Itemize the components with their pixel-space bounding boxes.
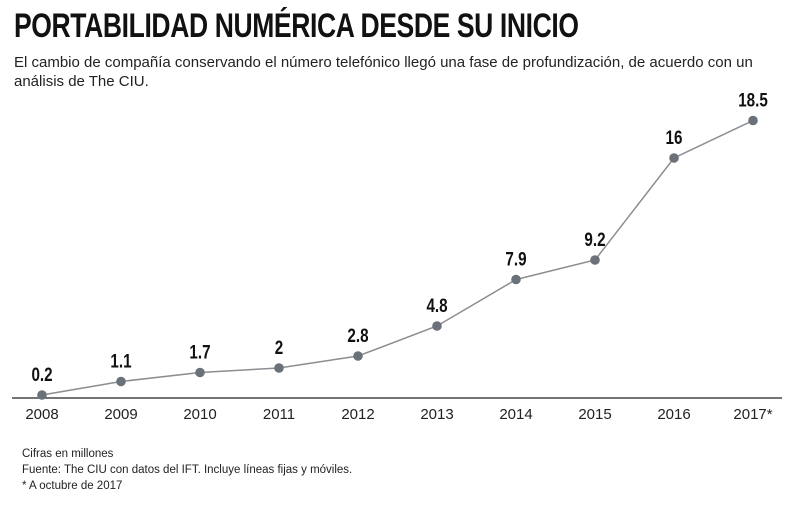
x-tick-2012: 2012 [341, 406, 374, 423]
data-label-2009: 1.1 [110, 350, 131, 372]
units-note: Cifras en millones [22, 448, 114, 460]
data-point-2009 [116, 376, 126, 387]
data-point-2014 [511, 274, 521, 285]
x-tick-2014: 2014 [499, 406, 532, 423]
x-tick-2015: 2015 [578, 406, 611, 423]
x-tick-2011: 2011 [263, 406, 295, 423]
x-tick-2009: 2009 [104, 406, 137, 423]
series-line [41, 119, 754, 396]
data-point-2017 [748, 115, 758, 126]
data-label-2013: 4.8 [426, 294, 447, 316]
data-label-2010: 1.7 [189, 341, 210, 363]
data-label-2011: 2 [275, 336, 283, 358]
chart-subtitle: El cambio de compañía conservando el núm… [14, 54, 753, 90]
data-point-2016 [669, 153, 679, 163]
x-tick-2013: 2013 [420, 406, 453, 423]
chart-title: PORTABILIDAD NUMÉRICA DESDE SU INICIO [14, 7, 579, 45]
data-labels: 0.2 1.1 1.7 2 2.8 4.8 7.9 9.2 16 18.5 [31, 89, 768, 386]
data-point-2011 [274, 363, 284, 373]
data-label-2015: 9.2 [584, 228, 605, 250]
data-point-2013 [432, 321, 442, 331]
data-point-2008 [37, 390, 47, 400]
data-point-2015 [590, 255, 600, 265]
data-point-2012 [353, 351, 363, 361]
x-tick-2016: 2016 [657, 406, 690, 423]
source-note: Fuente: The CIU con datos del IFT. Inclu… [22, 464, 353, 476]
data-label-2017: 18.5 [738, 89, 768, 111]
x-tick-labels: 2008 2009 2010 2011 2012 2013 2014 2015 2016 2017… [25, 406, 772, 423]
data-label-2014: 7.9 [505, 248, 526, 270]
x-tick-2017: 2017* [733, 406, 772, 423]
data-label-2008: 0.2 [31, 363, 52, 385]
x-tick-2010: 2010 [183, 406, 216, 423]
data-label-2012: 2.8 [347, 324, 368, 346]
footnote: * A octubre de 2017 [22, 480, 123, 492]
data-label-2016: 16 [666, 126, 683, 148]
x-tick-2008: 2008 [25, 406, 58, 423]
data-point-2010 [195, 367, 205, 378]
data-points [37, 115, 758, 400]
